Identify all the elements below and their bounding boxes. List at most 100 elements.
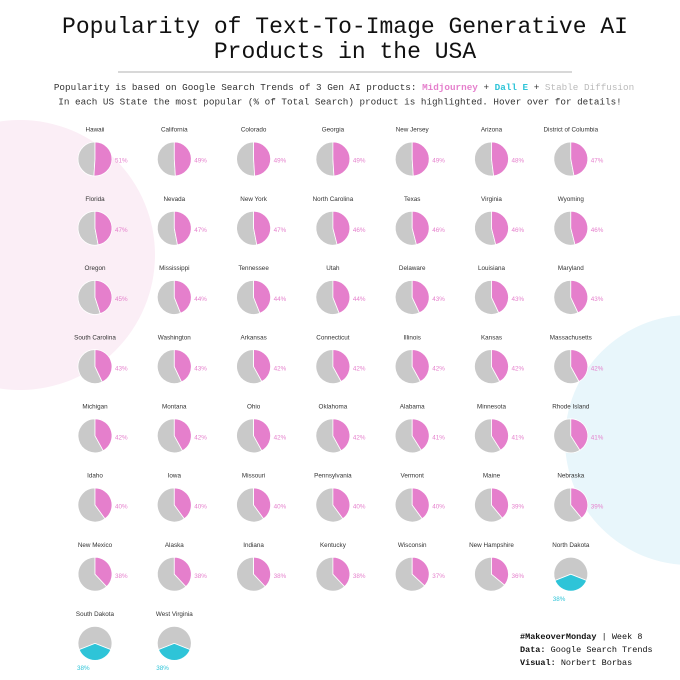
state-label: North Dakota <box>552 542 590 549</box>
subtitle-join: + <box>534 82 540 93</box>
pie-slice <box>332 556 351 588</box>
pie-slice <box>491 418 509 451</box>
value-label: 42% <box>115 434 128 441</box>
pie-rest <box>315 141 335 177</box>
pie-rest <box>77 626 113 651</box>
state-label: Virginia <box>481 196 502 203</box>
value-label: 49% <box>274 158 287 165</box>
state-label: Utah <box>326 265 340 272</box>
legend-entry: Midjourney <box>422 82 478 93</box>
pie-rest <box>236 210 258 246</box>
pie-rest <box>77 556 108 592</box>
state-label: New Jersey <box>396 127 430 134</box>
pie-rest <box>315 487 344 523</box>
value-label: 42% <box>432 365 445 372</box>
pie-slice <box>173 556 192 588</box>
pie-slice <box>570 141 589 177</box>
value-label: 43% <box>432 296 445 303</box>
pie-slice <box>491 210 509 246</box>
pie-rest <box>236 349 263 384</box>
pie-rest <box>236 418 263 454</box>
pie-rest <box>553 418 581 454</box>
state-label: Nevada <box>163 196 185 203</box>
state-label: Florida <box>85 196 105 203</box>
state-label: Iowa <box>168 473 182 480</box>
state-label: West Virginia <box>156 611 193 618</box>
pie-slice <box>94 349 113 383</box>
value-label: 38% <box>115 573 128 580</box>
value-label: 38% <box>553 596 566 603</box>
pie-rest <box>474 141 495 177</box>
pie-slice <box>173 487 192 520</box>
value-label: 38% <box>194 573 207 580</box>
state-label: District of Columbia <box>544 127 599 134</box>
value-label: 42% <box>194 434 207 441</box>
state-label: South Carolina <box>74 334 116 341</box>
value-label: 39% <box>591 504 604 511</box>
subtitle-join: + <box>483 82 489 93</box>
pie-rest <box>156 279 182 315</box>
pie-rest <box>394 279 420 315</box>
state-label: California <box>161 127 188 134</box>
pie-slice <box>157 642 191 661</box>
value-label: 49% <box>432 158 445 165</box>
value-label: 42% <box>353 365 366 372</box>
value-label: 43% <box>194 365 207 372</box>
pie-slice <box>554 573 588 592</box>
pie-slice <box>253 349 271 383</box>
value-label: 40% <box>194 504 207 511</box>
state-label: Michigan <box>82 403 108 410</box>
footer-week: | Week 8 <box>602 632 643 642</box>
pie-rest <box>394 556 426 592</box>
value-label: 38% <box>274 573 287 580</box>
chart-title: Popularity of Text-To-Image Generative A… <box>62 14 628 40</box>
value-label: 49% <box>194 158 207 165</box>
pie-slice <box>491 556 509 586</box>
pie-rest <box>236 279 261 315</box>
value-label: 37% <box>432 573 445 580</box>
value-label: 40% <box>432 504 445 511</box>
pie-slice <box>253 418 271 452</box>
state-label: Mississippi <box>159 265 189 272</box>
state-label: Idaho <box>87 473 103 480</box>
state-label: Georgia <box>322 127 345 134</box>
pie-slice <box>411 349 430 383</box>
value-label: 40% <box>115 504 128 511</box>
value-label: 39% <box>512 504 525 511</box>
state-label: Maine <box>483 473 501 480</box>
pie-rest <box>315 349 342 384</box>
pie-slice <box>173 279 192 314</box>
pie-rest <box>77 487 106 523</box>
pie-slice <box>332 141 351 177</box>
value-label: 41% <box>512 434 525 441</box>
value-label: 46% <box>512 227 525 234</box>
footer-text: Data: Google Search Trends <box>520 645 653 655</box>
pie-slice <box>411 210 430 246</box>
pie-slice <box>491 349 509 383</box>
value-label: 42% <box>591 365 604 372</box>
pie-slice <box>173 141 192 177</box>
state-label: Pennsylvania <box>314 473 352 480</box>
state-label: Wyoming <box>558 196 585 203</box>
footer-text: Visual: Norbert Borbas <box>520 658 632 668</box>
pie-rest <box>77 141 96 177</box>
pie-rest <box>394 349 421 384</box>
pie-rest <box>77 349 103 384</box>
state-label: Indiana <box>243 542 264 549</box>
state-label: Illinois <box>403 334 421 341</box>
value-label: 46% <box>432 227 445 234</box>
state-label: Massachusetts <box>550 334 592 341</box>
value-label: 36% <box>512 573 525 580</box>
value-label: 43% <box>512 296 525 303</box>
state-label: New Hampshire <box>469 542 514 549</box>
state-label: New York <box>240 196 267 203</box>
pie-slice <box>570 487 589 519</box>
footer-hashtag: #MakeoverMonday <box>520 632 597 642</box>
footer-text: #MakeoverMonday | Week 8 <box>520 632 642 642</box>
state-label: Arizona <box>481 127 503 134</box>
pie-rest <box>394 418 422 454</box>
state-label: Rhode Island <box>552 403 590 410</box>
pie-rest <box>474 349 501 384</box>
state-label: Missouri <box>242 473 265 480</box>
